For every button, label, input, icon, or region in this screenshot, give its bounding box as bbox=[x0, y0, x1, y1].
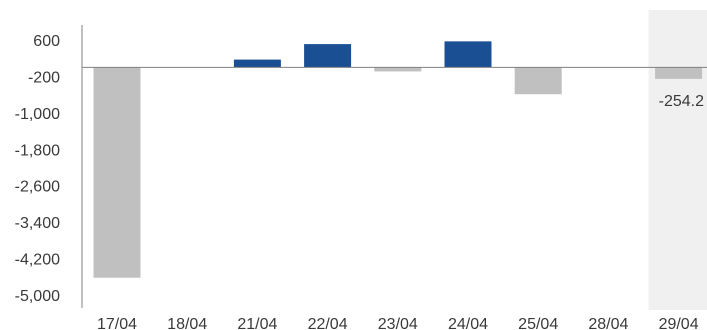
y-tick-label: -2,600 bbox=[15, 179, 60, 196]
bar-23-04 bbox=[374, 67, 422, 72]
bar-24-04 bbox=[444, 41, 492, 68]
y-tick-labels: 600 -200 -1,000 -1,800 -2,600 -3,400 -4,200 -5,… bbox=[15, 33, 60, 305]
x-tick-label: 29/04 bbox=[659, 316, 699, 330]
y-tick-label: 600 bbox=[33, 33, 60, 50]
y-tick-label: -3,400 bbox=[15, 215, 60, 232]
highlight-band bbox=[648, 10, 707, 310]
y-tick-label: -200 bbox=[28, 69, 60, 86]
y-tick-label: -1,000 bbox=[15, 106, 60, 123]
bar-29-04 bbox=[655, 67, 703, 79]
x-tick-label: 18/04 bbox=[167, 316, 207, 330]
bar-25-04 bbox=[514, 67, 562, 95]
x-tick-label: 23/04 bbox=[378, 316, 418, 330]
x-tick-labels: 17/04 18/04 21/04 22/04 23/04 24/04 25/04 28/04… bbox=[97, 316, 699, 330]
bar-21-04 bbox=[233, 59, 281, 68]
bar-17-04 bbox=[93, 67, 141, 278]
y-tick-label: -5,000 bbox=[15, 288, 60, 305]
x-tick-label: 28/04 bbox=[588, 316, 628, 330]
x-tick-label: 17/04 bbox=[97, 316, 137, 330]
data-label-29-04: -254.2 bbox=[659, 93, 704, 110]
x-tick-label: 22/04 bbox=[308, 316, 348, 330]
x-tick-label: 25/04 bbox=[518, 316, 558, 330]
x-tick-label: 24/04 bbox=[448, 316, 488, 330]
y-tick-label: -1,800 bbox=[15, 142, 60, 159]
bar-22-04 bbox=[304, 44, 352, 68]
x-tick-label: 21/04 bbox=[237, 316, 277, 330]
bars-group bbox=[93, 41, 703, 278]
data-labels: -254.2 bbox=[659, 93, 704, 110]
y-tick-label: -4,200 bbox=[15, 252, 60, 269]
